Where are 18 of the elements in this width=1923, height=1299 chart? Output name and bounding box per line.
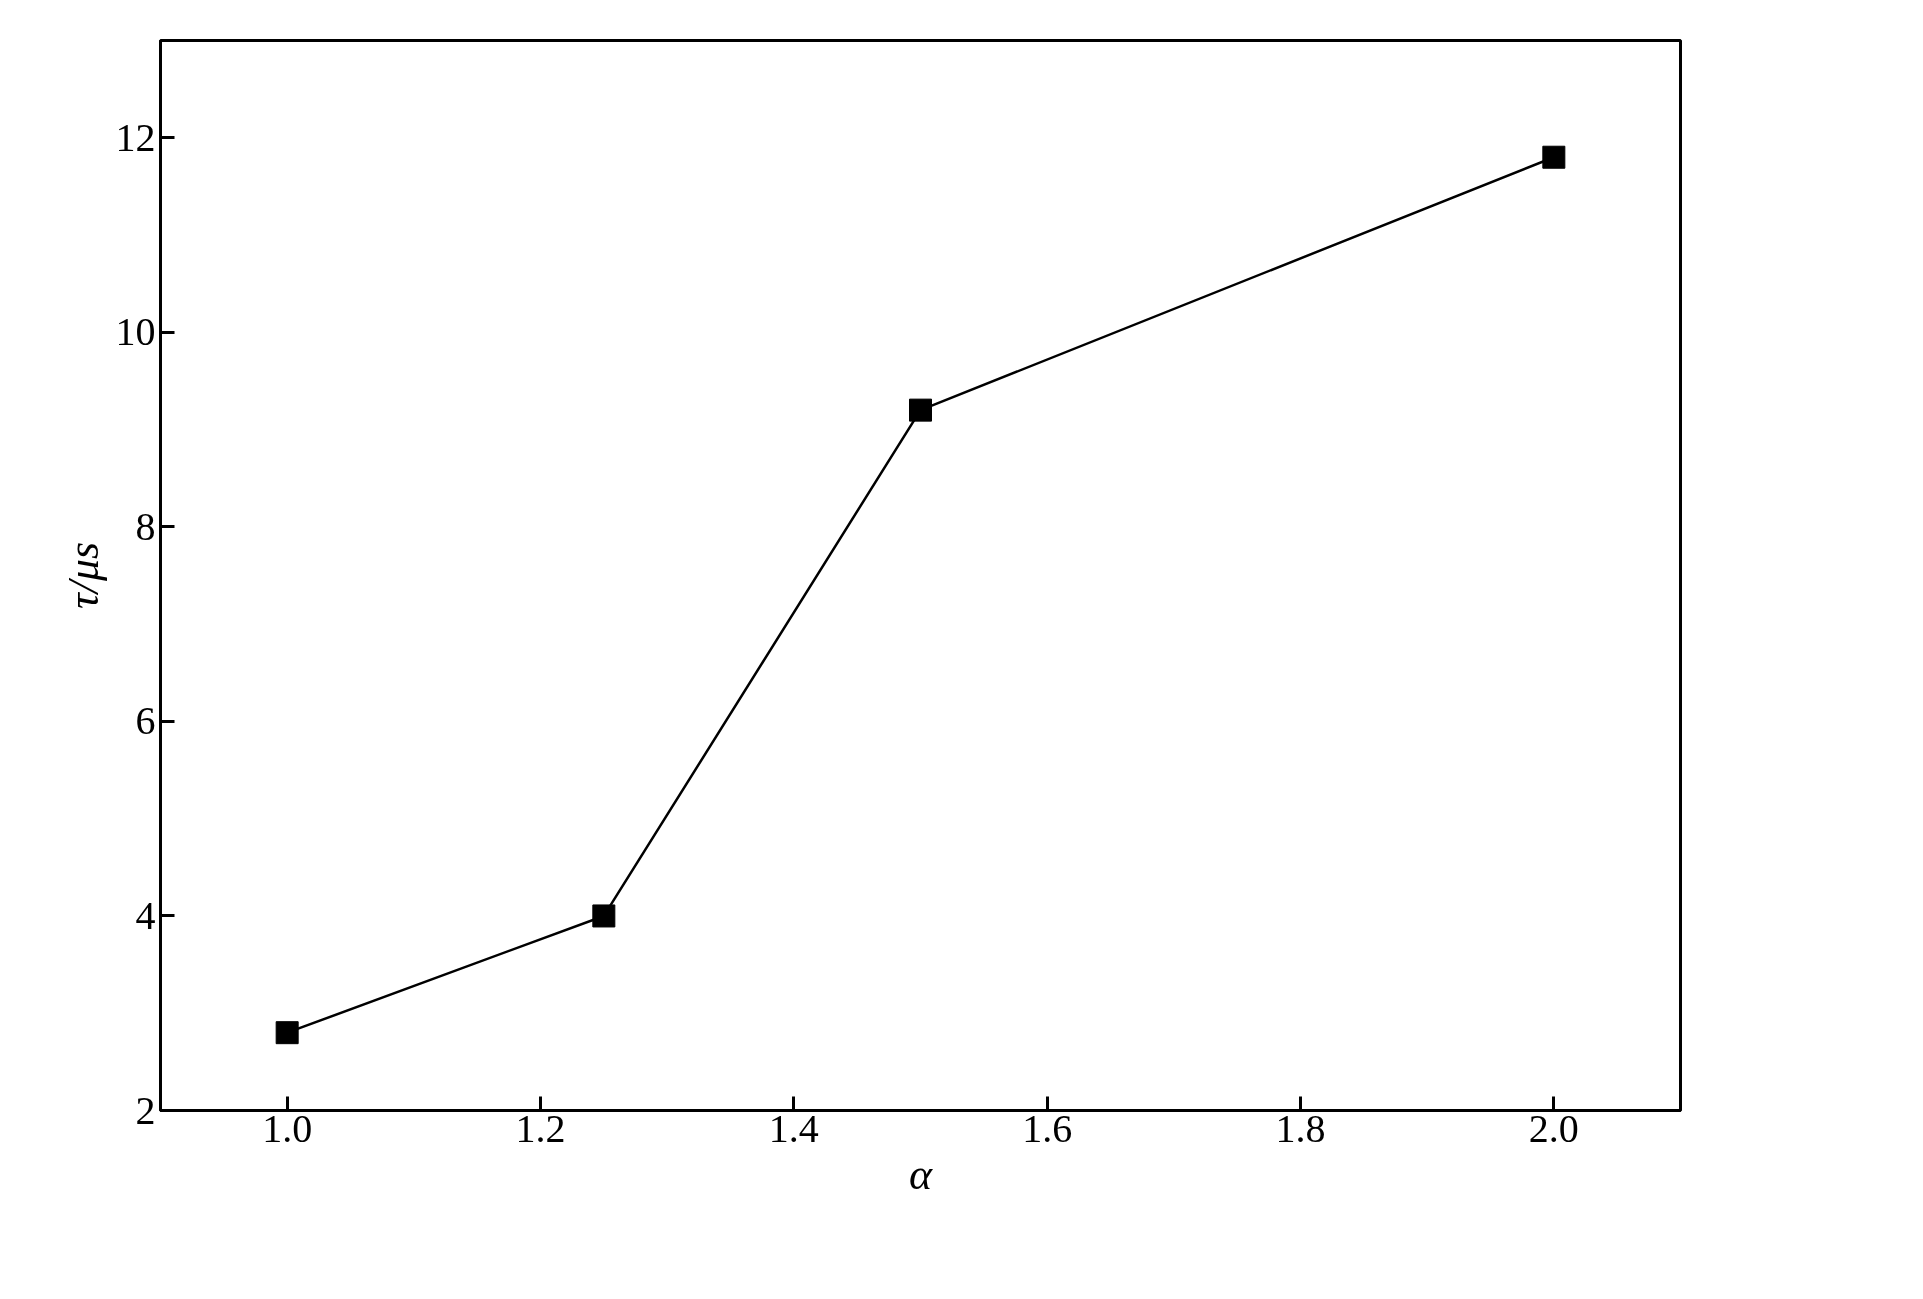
y-axis-title: τ/μs [58, 541, 108, 610]
y-tick-label: 4 [135, 892, 156, 938]
y-tick-label: 6 [135, 698, 156, 744]
x-tick-label: 1.4 [768, 1105, 819, 1151]
point [1542, 145, 1566, 169]
y-tick-label: 12 [115, 114, 156, 160]
x-axis-title: α [908, 1149, 933, 1199]
x-tick-label: 2.0 [1528, 1105, 1579, 1151]
point [275, 1021, 299, 1045]
point [909, 398, 932, 422]
y-tick-label: 8 [135, 503, 156, 549]
x-tick-label: 1.6 [1022, 1105, 1073, 1151]
x-tick-label: 1.0 [262, 1105, 313, 1151]
x-tick-label: 1.8 [1275, 1105, 1326, 1151]
y-tick-label: 10 [115, 309, 156, 355]
x-tick-label: 1.2 [515, 1105, 566, 1151]
point [592, 904, 616, 928]
y-tick-label: 2 [135, 1087, 156, 1133]
